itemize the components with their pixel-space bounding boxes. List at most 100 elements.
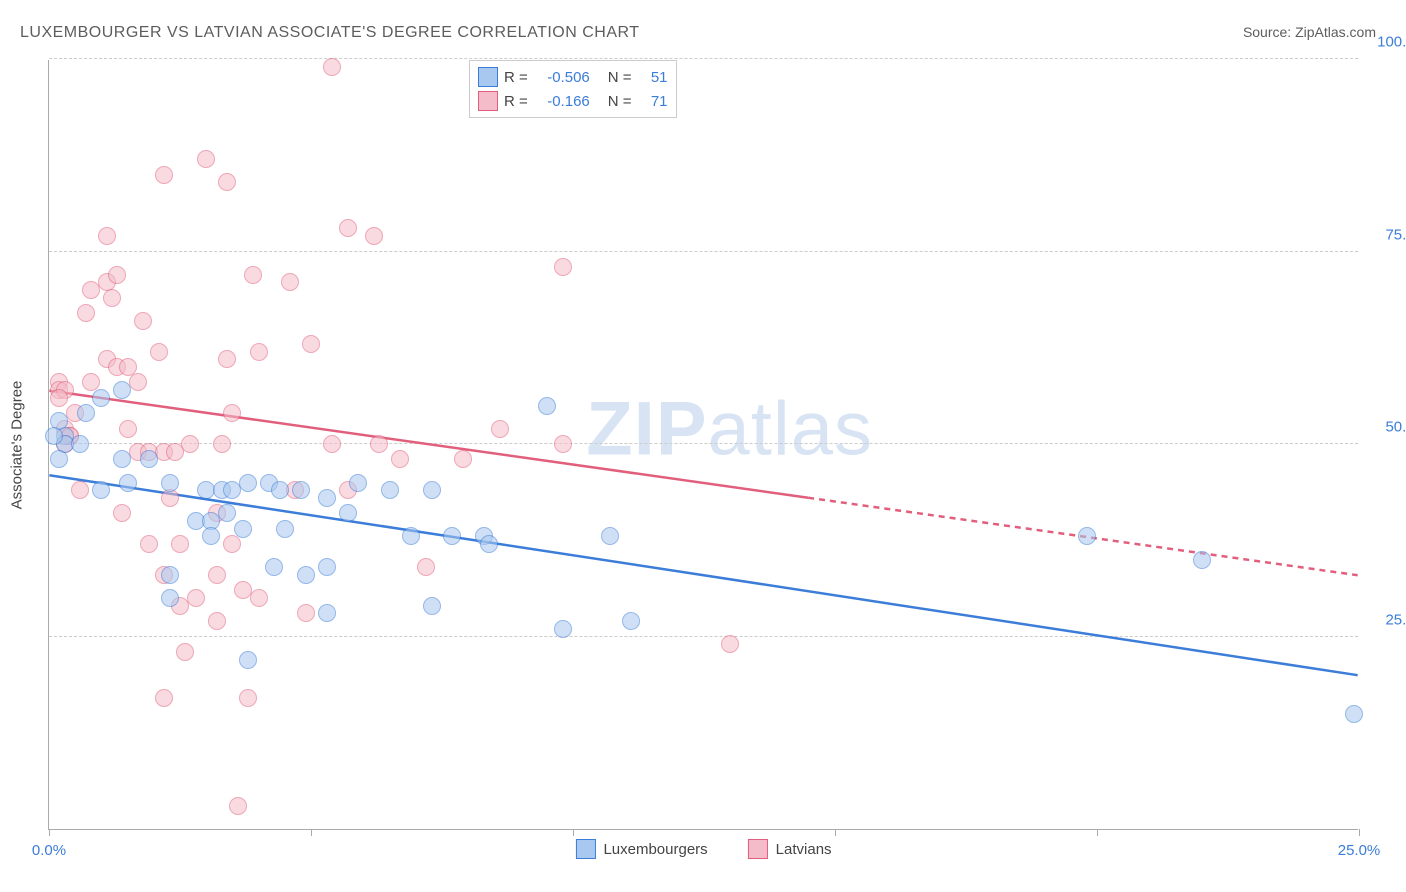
legend-item: Latvians [748, 839, 832, 859]
data-point [302, 335, 320, 353]
data-point [417, 558, 435, 576]
data-point [339, 219, 357, 237]
y-tick-label: 50.0% [1368, 419, 1406, 436]
legend-label: Latvians [776, 841, 832, 858]
data-point [281, 273, 299, 291]
data-point [721, 635, 739, 653]
data-point [370, 435, 388, 453]
data-point [318, 604, 336, 622]
legend-label: Luxembourgers [603, 841, 707, 858]
data-point [323, 435, 341, 453]
data-point [161, 566, 179, 584]
x-tick [1097, 829, 1098, 836]
data-point [601, 527, 619, 545]
data-point [323, 58, 341, 76]
data-point [113, 504, 131, 522]
x-tick [835, 829, 836, 836]
gridline [49, 443, 1358, 444]
data-point [181, 435, 199, 453]
data-point [423, 597, 441, 615]
data-point [140, 450, 158, 468]
data-point [244, 266, 262, 284]
x-tick [311, 829, 312, 836]
data-point [92, 389, 110, 407]
data-point [239, 689, 257, 707]
data-point [176, 643, 194, 661]
data-point [140, 535, 158, 553]
data-point [98, 227, 116, 245]
data-point [119, 420, 137, 438]
trend-lines [49, 60, 1358, 829]
data-point [129, 373, 147, 391]
data-point [480, 535, 498, 553]
data-point [150, 343, 168, 361]
r-value: -0.506 [534, 69, 590, 86]
r-value: -0.166 [534, 93, 590, 110]
x-tick-label: 25.0% [1338, 842, 1381, 859]
data-point [155, 166, 173, 184]
data-point [402, 527, 420, 545]
data-point [113, 381, 131, 399]
data-point [443, 527, 461, 545]
data-point [77, 404, 95, 422]
data-point [71, 481, 89, 499]
data-point [554, 258, 572, 276]
data-point [187, 589, 205, 607]
y-tick-label: 75.0% [1368, 226, 1406, 243]
data-point [234, 520, 252, 538]
data-point [250, 589, 268, 607]
data-point [276, 520, 294, 538]
data-point [208, 566, 226, 584]
data-point [554, 620, 572, 638]
gridline [49, 636, 1358, 637]
data-point [155, 689, 173, 707]
data-point [381, 481, 399, 499]
legend-stats-row: R = -0.166N = 71 [478, 89, 668, 113]
legend-bottom: Luxembourgers Latvians [575, 839, 831, 859]
data-point [71, 435, 89, 453]
data-point [202, 527, 220, 545]
data-point [218, 350, 236, 368]
y-tick-label: 25.0% [1368, 611, 1406, 628]
data-point [197, 150, 215, 168]
data-point [454, 450, 472, 468]
data-point [161, 489, 179, 507]
data-point [239, 651, 257, 669]
data-point [113, 450, 131, 468]
y-axis-label: Associate's Degree [9, 380, 26, 509]
data-point [213, 435, 231, 453]
r-label: R = [504, 69, 528, 86]
data-point [218, 504, 236, 522]
data-point [365, 227, 383, 245]
data-point [538, 397, 556, 415]
x-tick-label: 0.0% [32, 842, 66, 859]
source-attribution: Source: ZipAtlas.com [1243, 24, 1376, 40]
chart-title: LUXEMBOURGER VS LATVIAN ASSOCIATE'S DEGR… [20, 24, 640, 42]
x-tick [49, 829, 50, 836]
n-value: 71 [638, 93, 668, 110]
data-point [45, 427, 63, 445]
data-point [391, 450, 409, 468]
n-label: N = [608, 69, 632, 86]
watermark: ZIPatlas [586, 386, 873, 473]
data-point [265, 558, 283, 576]
data-point [119, 474, 137, 492]
r-label: R = [504, 93, 528, 110]
chart-plot-area: ZIPatlas Associate's Degree 25.0%50.0%75… [48, 60, 1358, 830]
data-point [108, 266, 126, 284]
legend-swatch [748, 839, 768, 859]
data-point [103, 289, 121, 307]
data-point [271, 481, 289, 499]
gridline [49, 58, 1358, 59]
data-point [1345, 705, 1363, 723]
data-point [218, 173, 236, 191]
data-point [423, 481, 441, 499]
data-point [339, 504, 357, 522]
data-point [292, 481, 310, 499]
data-point [1078, 527, 1096, 545]
legend-stats-box: R = -0.506N = 51R = -0.166N = 71 [469, 60, 677, 118]
legend-swatch [478, 91, 498, 111]
data-point [223, 535, 241, 553]
legend-swatch [478, 67, 498, 87]
x-tick [573, 829, 574, 836]
